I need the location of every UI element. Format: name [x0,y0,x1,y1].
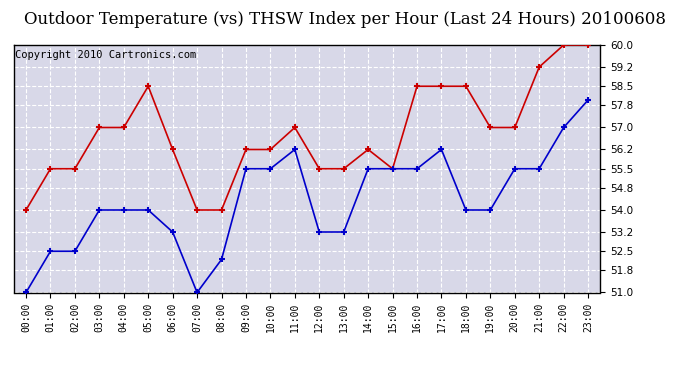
Text: Outdoor Temperature (vs) THSW Index per Hour (Last 24 Hours) 20100608: Outdoor Temperature (vs) THSW Index per … [24,11,666,28]
Text: Copyright 2010 Cartronics.com: Copyright 2010 Cartronics.com [15,50,196,60]
